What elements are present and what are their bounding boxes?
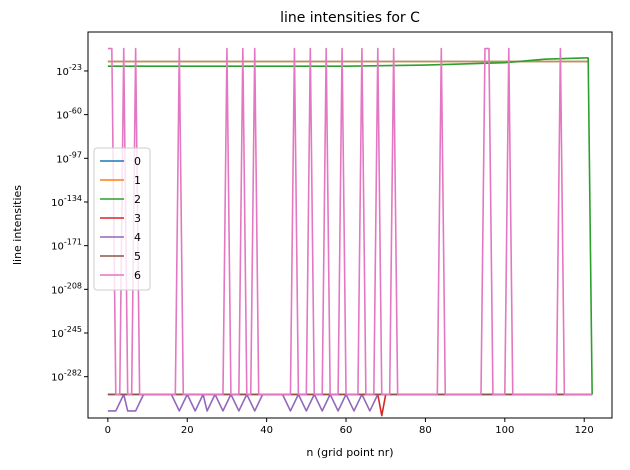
legend-label-5: 5	[134, 250, 141, 263]
x-tick-label: 20	[181, 425, 194, 436]
y-tick-label: 10-23	[56, 63, 82, 78]
legend: 0 1 2 3 4 5 6	[93, 147, 151, 291]
x-axis-label: n (grid point nr)	[306, 446, 393, 459]
series-line-2	[107, 57, 593, 395]
legend-label-0: 0	[134, 155, 141, 168]
chart-title: line intensities for C	[280, 10, 420, 26]
x-axis: 0 20 40 60 80 100 120	[105, 418, 594, 436]
legend-label-4: 4	[134, 231, 141, 244]
y-tick-label: 10-97	[56, 150, 82, 165]
series-layer	[107, 47, 593, 417]
y-tick-label: 10-134	[51, 194, 82, 209]
y-axis: 10-23 10-60 10-97 10-134 10-171 10-208 10-245 1…	[51, 63, 88, 384]
legend-label-3: 3	[134, 212, 141, 225]
x-tick-label: 100	[495, 425, 514, 436]
y-axis-label: line intensities	[11, 185, 24, 265]
legend-label-1: 1	[134, 174, 141, 187]
y-tick-label: 10-245	[51, 325, 82, 340]
legend-box	[93, 147, 151, 291]
legend-label-6: 6	[134, 269, 141, 282]
legend-label-2: 2	[134, 193, 141, 206]
x-tick-label: 0	[105, 425, 111, 436]
y-tick-label: 10-171	[51, 238, 82, 253]
y-tick-label: 10-60	[56, 107, 82, 122]
x-tick-label: 120	[575, 425, 594, 436]
plot-frame	[87, 31, 613, 419]
x-tick-label: 40	[260, 425, 273, 436]
x-tick-label: 80	[419, 425, 432, 436]
x-tick-label: 60	[340, 425, 353, 436]
y-tick-label: 10-208	[51, 281, 82, 296]
series-line-6	[107, 47, 593, 396]
y-tick-label: 10-282	[51, 369, 82, 384]
